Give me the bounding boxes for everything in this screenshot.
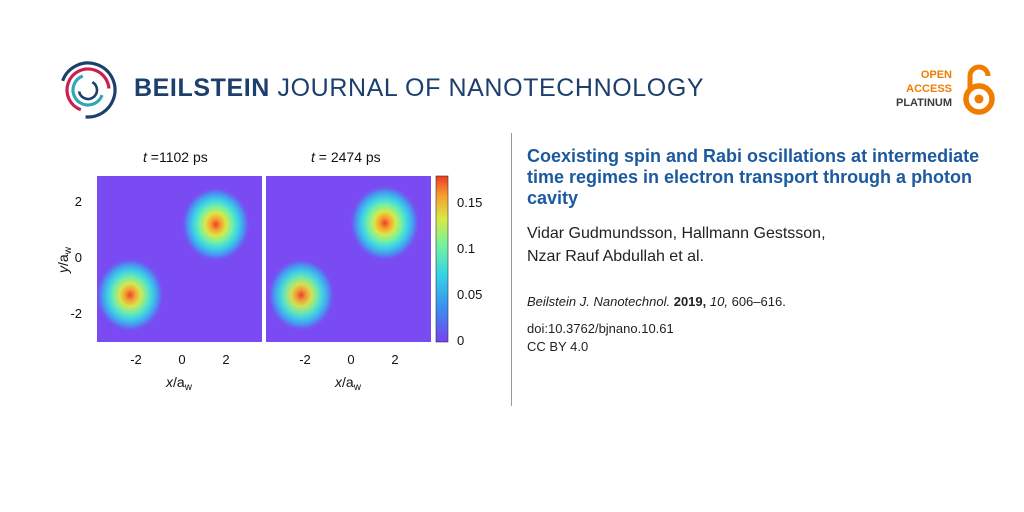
colorbar-tick: 0.05 [457,287,482,302]
x-tick: 2 [222,352,229,367]
density-peak [267,257,336,332]
article-doi: doi:10.3762/bjnano.10.61 [527,321,674,336]
x-tick: 2 [391,352,398,367]
x-axis-label: x/aw [334,374,362,393]
article-title: Coexisting spin and Rabi oscillations at… [527,146,980,208]
open-access-badge: OPEN ACCESS PLATINUM [892,62,996,116]
article-license: CC BY 4.0 [527,339,589,354]
figure-heatmap: t =1102 ps t = 2474 ps 2 0 -2 y/aw -2 0 … [55,149,482,393]
journal-header: BEILSTEIN JOURNAL OF NANOTECHNOLOGY OPEN… [56,58,995,120]
badge-access: ACCESS [906,83,952,95]
panel-b-time: t = 2474 ps [311,149,381,165]
x-tick: -2 [130,352,142,367]
x-tick: 0 [178,352,185,367]
article-info: Coexisting spin and Rabi oscillations at… [527,146,997,354]
y-axis: 2 0 -2 y/aw [55,194,82,321]
colorbar-tick: 0.15 [457,195,482,210]
density-peak [349,184,421,262]
article-citation: Beilstein J. Nanotechnol. 2019, 10, 606–… [527,294,786,309]
colorbar-tick: 0.1 [457,241,475,256]
colorbar: 0.15 0.1 0.05 0 [435,175,482,348]
density-peak [180,186,251,263]
colorbar-gradient [435,175,449,343]
article-authors: Vidar Gudmundsson, Hallmann Gestsson, Nz… [527,225,826,265]
density-peak [97,257,165,333]
y-axis-label: y/aw [55,246,74,274]
panel-a-time: t =1102 ps [143,149,208,165]
x-tick: -2 [299,352,311,367]
x-axis-label: x/aw [165,374,193,393]
badge-open: OPEN [920,69,952,81]
colorbar-tick: 0 [457,333,464,348]
open-lock-icon [963,64,995,115]
y-tick: -2 [70,306,82,321]
badge-platinum: PLATINUM [895,97,952,109]
journal-name: BEILSTEIN JOURNAL OF NANOTECHNOLOGY [134,74,705,102]
vertical-divider [511,133,512,406]
y-tick: 2 [75,194,82,209]
beilstein-rings-icon [59,61,117,119]
y-tick: 0 [75,250,82,265]
x-axis: -2 0 2 -2 0 2 x/aw x/aw [130,352,398,393]
x-tick: 0 [347,352,354,367]
